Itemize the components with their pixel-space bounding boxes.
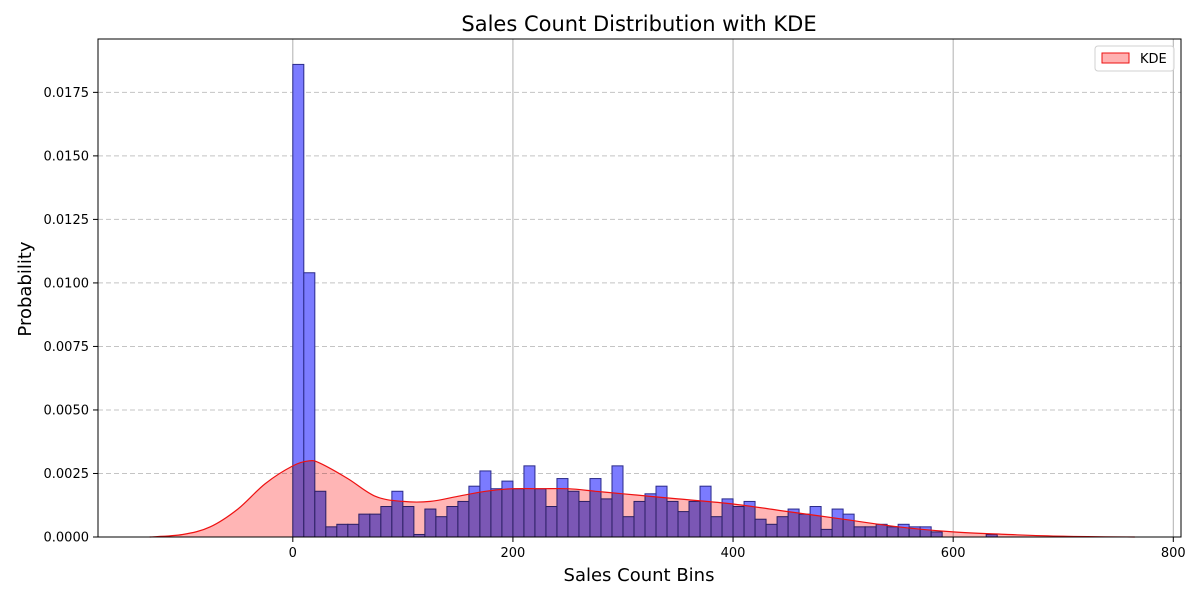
chart-title: Sales Count Distribution with KDE [461, 12, 816, 36]
y-axis-ticks: 0.0000 0.0025 0.0050 0.0075 0.0100 0.0125 0.01… [44, 86, 98, 546]
y-tick-label: 0.0175 [44, 86, 90, 101]
y-tick-label: 0.0000 [44, 531, 90, 546]
x-tick-label: 200 [501, 546, 526, 561]
x-axis-ticks: 0 200 400 600 800 [289, 537, 1186, 561]
legend-swatch-kde [1101, 52, 1130, 64]
x-tick-label: 400 [721, 546, 746, 561]
y-tick-label: 0.0125 [44, 213, 90, 228]
y-tick-label: 0.0075 [44, 340, 90, 355]
legend: KDE [1094, 45, 1175, 72]
x-tick-label: 600 [941, 546, 966, 561]
kde-area [149, 460, 1135, 537]
y-axis-label: Probability [15, 241, 36, 336]
x-axis-label: Sales Count Bins [564, 565, 715, 586]
kde-layer [149, 460, 1135, 538]
plot-frame [97, 38, 1182, 538]
kde-line [149, 460, 1135, 538]
x-tick-label: 800 [1161, 546, 1186, 561]
y-tick-label: 0.0050 [44, 403, 90, 418]
axes [97, 38, 1182, 538]
y-tick-label: 0.0100 [44, 276, 90, 291]
y-tick-label: 0.0025 [44, 467, 90, 482]
x-tick-label: 0 [289, 546, 297, 561]
y-tick-label: 0.0150 [44, 149, 90, 164]
legend-box [1094, 45, 1175, 72]
legend-label-kde: KDE [1140, 52, 1167, 67]
